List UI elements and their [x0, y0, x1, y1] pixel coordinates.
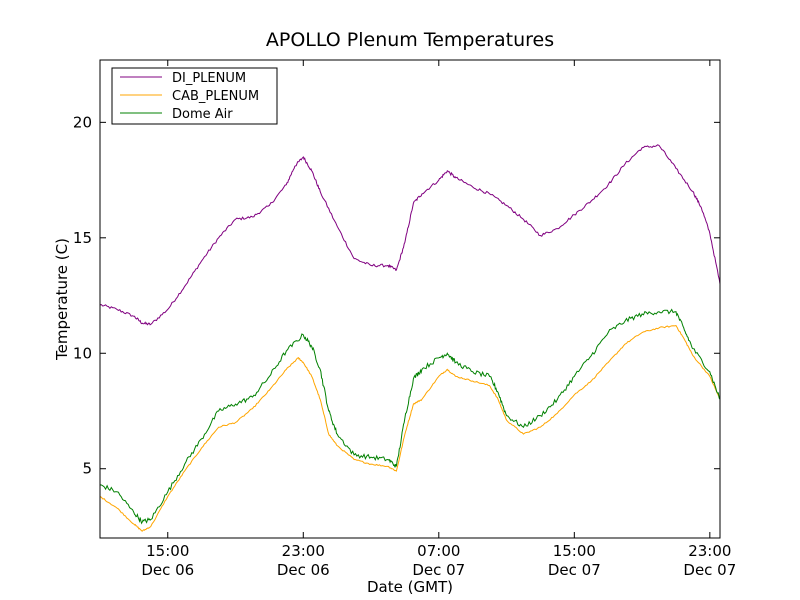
legend-label: CAB_PLENUM — [172, 89, 259, 104]
x-tick-date-label: Dec 06 — [277, 561, 330, 579]
y-axis-label: Temperature (C) — [53, 238, 71, 361]
y-tick-label: 20 — [73, 113, 92, 131]
x-tick-date-label: Dec 07 — [548, 561, 601, 579]
y-tick-label: 10 — [73, 344, 92, 362]
x-tick-time-label: 15:00 — [146, 542, 189, 560]
x-tick-date-label: Dec 07 — [683, 561, 736, 579]
series-line-cab-plenum — [99, 325, 721, 532]
series-line-dome-air — [99, 308, 721, 525]
x-tick-time-label: 07:00 — [417, 542, 460, 560]
plot-frame — [99, 59, 721, 539]
x-tick-time-label: 23:00 — [688, 542, 731, 560]
legend-label: DI_PLENUM — [172, 71, 246, 86]
y-axis: 5 10 15 20 — [73, 113, 720, 478]
legend: DI_PLENUM CAB_PLENUM Dome Air — [111, 67, 278, 125]
x-tick-time-label: 23:00 — [282, 542, 325, 560]
x-tick-date-label: Dec 07 — [412, 561, 465, 579]
series-layer — [99, 144, 721, 532]
series-line-di-plenum — [99, 144, 721, 326]
legend-label: Dome Air — [172, 107, 233, 122]
x-tick-date-label: Dec 06 — [141, 561, 194, 579]
y-tick-label: 5 — [82, 460, 92, 478]
x-axis-label: Date (GMT) — [367, 578, 453, 596]
x-tick-time-label: 15:00 — [553, 542, 596, 560]
y-tick-label: 15 — [73, 229, 92, 247]
chart-title: APOLLO Plenum Temperatures — [266, 29, 554, 51]
